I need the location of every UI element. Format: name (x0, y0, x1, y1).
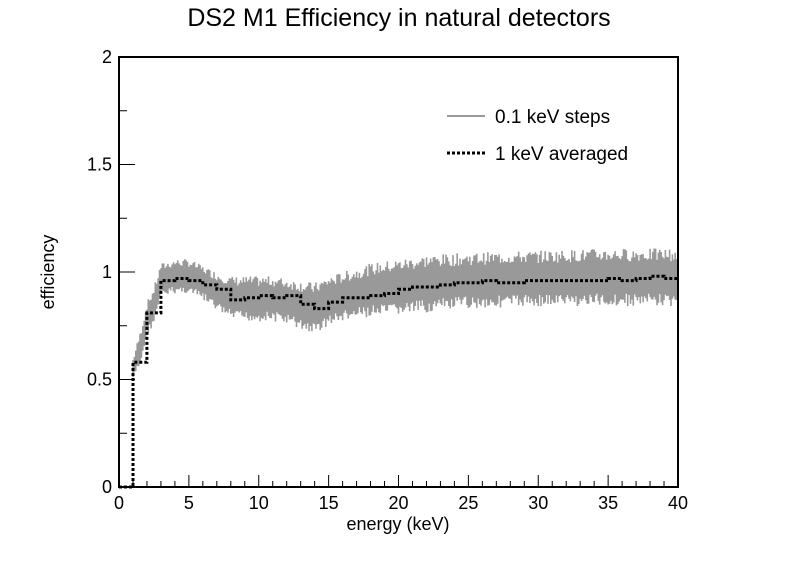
x-tick-label: 5 (184, 493, 194, 513)
y-tick-label: 1.5 (87, 155, 112, 175)
y-tick-label: 0.5 (87, 370, 112, 390)
x-tick-label: 20 (388, 493, 408, 513)
x-tick-label: 10 (249, 493, 269, 513)
noise-series-layer (132, 248, 679, 377)
x-tick-label: 15 (319, 493, 339, 513)
series-1kev-averaged (119, 274, 678, 489)
series-0.1kev-steps (132, 248, 679, 377)
x-tick-label: 25 (458, 493, 478, 513)
x-tick-label: 35 (598, 493, 618, 513)
y-tick-label: 2 (102, 47, 112, 67)
x-tick-label: 0 (114, 493, 124, 513)
legend-label-noise: 0.1 keV steps (495, 107, 610, 128)
legend-label-avg: 1 keV averaged (495, 144, 628, 165)
legend: 0.1 keV steps 1 keV averaged (447, 107, 628, 165)
x-tick-label: 30 (528, 493, 548, 513)
y-tick-label: 1 (102, 262, 112, 282)
x-axis-label: energy (keV) (346, 514, 449, 534)
y-axis-label: efficiency (38, 235, 58, 310)
averaged-series-layer (119, 274, 678, 489)
chart-title: DS2 M1 Efficiency in natural detectors (187, 4, 611, 32)
x-tick-label: 40 (668, 493, 688, 513)
y-tick-label: 0 (102, 477, 112, 497)
axes: 0 5 10 15 20 25 30 35 40 0 0.5 1 1.5 2 (87, 47, 688, 513)
